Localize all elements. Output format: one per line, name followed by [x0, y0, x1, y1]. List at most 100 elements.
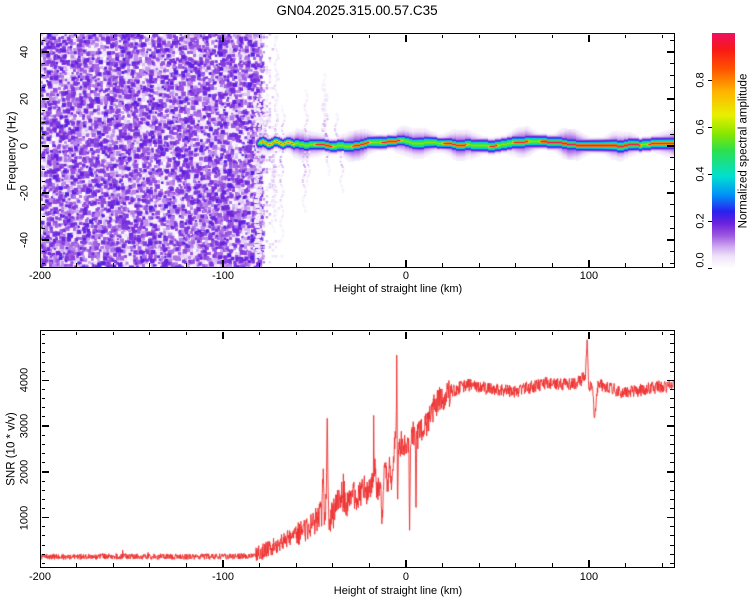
x-tick-label: -200 — [28, 270, 52, 282]
axis-tick — [670, 443, 674, 445]
axis-tick — [515, 331, 517, 335]
axis-tick — [41, 343, 45, 345]
x-tick-label: -200 — [28, 571, 52, 583]
axis-tick — [41, 508, 45, 509]
axis-tick — [666, 516, 674, 519]
axis-tick — [41, 121, 45, 123]
spectrogram-canvas — [40, 33, 675, 268]
axis-tick — [332, 263, 334, 267]
axis-tick — [149, 34, 151, 38]
axis-tick — [625, 331, 627, 335]
axis-tick — [41, 352, 45, 354]
axis-tick — [112, 34, 114, 38]
axis-tick — [222, 34, 224, 42]
axis-tick — [515, 34, 517, 38]
axis-tick — [670, 553, 674, 555]
axis-tick — [41, 180, 45, 182]
snr-panel — [40, 330, 675, 568]
axis-tick — [670, 352, 674, 354]
axis-tick — [41, 416, 45, 418]
axis-tick — [295, 563, 297, 567]
axis-tick — [478, 34, 480, 38]
axis-tick — [661, 34, 663, 38]
axis-tick — [41, 262, 45, 264]
axis-tick — [666, 98, 674, 100]
axis-tick — [670, 343, 674, 345]
x-tick-label: -100 — [211, 270, 234, 282]
axis-tick — [41, 553, 45, 555]
axis-tick — [41, 443, 45, 445]
axis-tick — [670, 370, 674, 372]
axis-tick — [551, 331, 553, 335]
colorbar-tick — [708, 173, 712, 175]
axis-tick — [112, 331, 114, 335]
axis-tick — [41, 407, 45, 409]
axis-tick — [625, 34, 627, 38]
axis-tick — [588, 259, 590, 267]
axis-tick — [41, 98, 49, 100]
axis-tick — [670, 227, 674, 229]
axis-tick — [670, 453, 674, 455]
axis-tick — [295, 34, 297, 38]
axis-tick — [670, 489, 674, 491]
axis-tick — [551, 263, 553, 267]
snr-canvas — [40, 330, 675, 568]
axis-tick — [295, 263, 297, 267]
axis-tick — [670, 39, 674, 41]
axis-tick — [112, 263, 114, 267]
axis-tick — [368, 331, 370, 335]
axis-tick — [41, 398, 45, 400]
axis-tick — [551, 34, 553, 38]
axis-tick — [41, 370, 45, 372]
axis-tick — [76, 263, 78, 267]
axis-tick — [666, 51, 674, 53]
axis-tick — [41, 389, 45, 390]
axis-tick — [670, 416, 674, 418]
axis-tick — [661, 263, 663, 267]
axis-tick — [670, 334, 674, 336]
axis-tick — [670, 110, 674, 112]
axis-tick — [41, 498, 45, 500]
axis-tick — [670, 526, 674, 528]
axis-tick — [666, 192, 674, 194]
axis-tick — [222, 331, 224, 339]
axis-tick — [670, 498, 674, 500]
spectrogram-panel — [40, 33, 675, 268]
axis-tick — [670, 157, 674, 159]
axis-tick — [295, 331, 297, 335]
axis-tick — [41, 86, 45, 88]
axis-tick — [259, 263, 261, 267]
axis-tick — [515, 263, 517, 267]
axis-tick — [41, 361, 45, 363]
axis-tick — [670, 398, 674, 400]
axis-tick — [670, 86, 674, 88]
axis-tick — [478, 331, 480, 335]
axis-tick — [666, 379, 674, 382]
axis-tick — [41, 74, 45, 76]
axis-tick — [670, 480, 674, 482]
axis-tick — [670, 361, 674, 363]
axis-tick — [670, 434, 674, 436]
axis-tick — [76, 563, 78, 567]
axis-tick — [41, 51, 49, 53]
axis-tick — [478, 263, 480, 267]
axis-tick — [185, 263, 187, 267]
axis-tick — [259, 34, 261, 38]
axis-tick — [588, 331, 590, 339]
axis-tick — [625, 263, 627, 267]
axis-tick — [41, 544, 45, 546]
height-axis-label-top: Height of straight line (km) — [333, 283, 463, 295]
axis-tick — [478, 563, 480, 567]
axis-tick — [259, 563, 261, 567]
axis-tick — [41, 215, 45, 217]
axis-tick — [670, 74, 674, 76]
axis-tick — [332, 34, 334, 38]
axis-tick — [41, 535, 45, 537]
axis-tick — [442, 34, 444, 38]
colorbar-tick — [708, 267, 712, 269]
axis-tick — [41, 562, 45, 564]
axis-tick — [368, 34, 370, 38]
figure-title: GN04.2025.315.00.57.C35 — [276, 3, 438, 18]
x-tick-label: 0 — [402, 270, 410, 282]
